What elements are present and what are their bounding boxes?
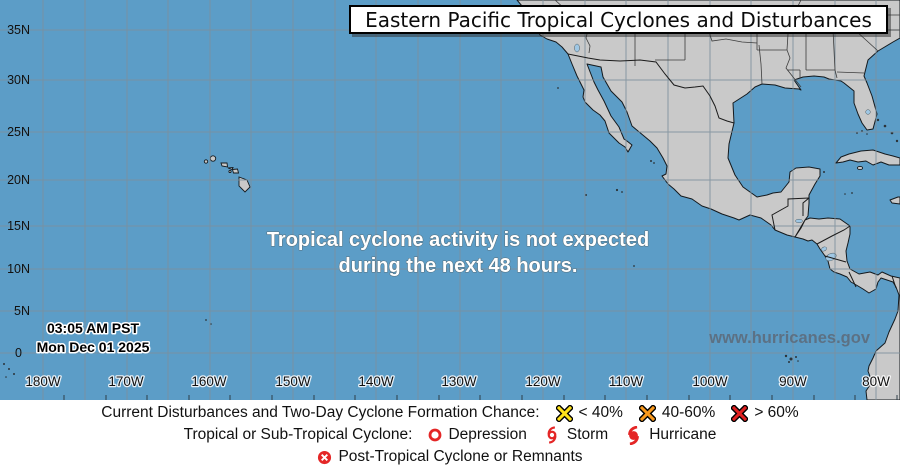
- legend-item-high-chance: > 60%: [731, 404, 799, 422]
- lat-label: 25N: [7, 125, 30, 139]
- post-tropical-icon: [317, 450, 332, 465]
- lon-label: 180W: [25, 374, 61, 389]
- lon-label: 150W: [275, 374, 311, 389]
- status-message-line2: during the next 48 hours.: [339, 255, 578, 277]
- legend-item-post-tropical: Post-Tropical Cyclone or Remnants: [317, 448, 583, 466]
- map-title-box: Eastern Pacific Tropical Cyclones and Di…: [349, 5, 888, 34]
- lon-label: 160W: [191, 374, 227, 389]
- hurricanes-gov-watermark: www.hurricanes.gov: [708, 329, 871, 347]
- pacific-outlook-map: 35N 30N 25N 20N 15N 10N 5N 0 180W 170W 1…: [0, 0, 900, 400]
- depression-label: Depression: [448, 426, 527, 443]
- longitude-labels: 180W 170W 160W 150W 140W 130W 120W 110W …: [24, 373, 891, 391]
- lon-label: 80W: [862, 374, 890, 389]
- medium-chance-label: 40-60%: [661, 404, 716, 421]
- lon-label: 100W: [692, 374, 728, 389]
- lat-label: 5N: [14, 304, 30, 318]
- legend-row-cyclone: Tropical or Sub-Tropical Cyclone: Depres…: [0, 425, 900, 446]
- hurricane-icon: [624, 425, 643, 445]
- bottom-axis-ticks: [63, 395, 898, 400]
- formation-chance-label: Current Disturbances and Two-Day Cyclone…: [101, 404, 540, 421]
- timestamp-time: 03:05 AM PST: [47, 320, 140, 336]
- post-tropical-label: Post-Tropical Cyclone or Remnants: [338, 448, 583, 465]
- north-america-landmass: [516, 0, 900, 400]
- legend-row-formation: Current Disturbances and Two-Day Cyclone…: [0, 403, 900, 424]
- issuance-timestamp: 03:05 AM PST Mon Dec 01 2025: [35, 319, 151, 357]
- legend-item-hurricane: Hurricane: [624, 425, 717, 445]
- lat-label: 0: [15, 346, 22, 360]
- national-borders: [567, 53, 897, 289]
- legend-item-depression: Depression: [428, 426, 527, 444]
- lon-label: 90W: [779, 374, 807, 389]
- depression-icon: [428, 428, 442, 442]
- map-canvas: 35N 30N 25N 20N 15N 10N 5N 0 180W 170W 1…: [0, 0, 900, 400]
- storm-label: Storm: [566, 426, 609, 443]
- lon-label: 170W: [108, 374, 144, 389]
- lon-label: 120W: [525, 374, 561, 389]
- lat-label: 20N: [7, 173, 30, 187]
- high-chance-label: > 60%: [754, 404, 799, 421]
- lat-label: 15N: [7, 219, 30, 233]
- legend-item-medium-chance: 40-60%: [638, 404, 716, 422]
- hurricane-label: Hurricane: [649, 426, 717, 443]
- low-chance-label: < 40%: [578, 404, 623, 421]
- status-message: Tropical cyclone activity is not expecte…: [266, 228, 649, 277]
- legend-row-post-tropical: Post-Tropical Cyclone or Remnants: [0, 447, 900, 468]
- storm-icon: [543, 426, 561, 444]
- legend-item-storm: Storm: [543, 426, 608, 444]
- jamaica-island: [889, 196, 900, 205]
- cuba-island: [835, 149, 900, 166]
- lat-label: 10N: [7, 262, 30, 276]
- lon-label: 110W: [609, 374, 644, 389]
- x-mark-yellow-icon: [555, 404, 573, 422]
- status-message-line1: Tropical cyclone activity is not expecte…: [267, 229, 649, 251]
- x-mark-orange-icon: [638, 404, 656, 422]
- timestamp-date: Mon Dec 01 2025: [37, 339, 150, 355]
- cyclone-type-label: Tropical or Sub-Tropical Cyclone:: [183, 426, 413, 443]
- latitude-labels: 35N 30N 25N 20N 15N 10N 5N 0: [7, 23, 30, 360]
- x-mark-red-icon: [731, 404, 749, 422]
- lat-label: 35N: [7, 23, 30, 37]
- legend-item-low-chance: < 40%: [555, 404, 623, 422]
- lat-label: 30N: [7, 73, 30, 87]
- minor-islands: [3, 87, 899, 378]
- lon-label: 130W: [441, 374, 477, 389]
- lon-label: 140W: [358, 374, 394, 389]
- graticule-grid: [0, 0, 900, 400]
- legend-panel: Current Disturbances and Two-Day Cyclone…: [0, 400, 900, 469]
- hawaiian-islands: [203, 155, 251, 193]
- map-title: Eastern Pacific Tropical Cyclones and Di…: [365, 7, 872, 32]
